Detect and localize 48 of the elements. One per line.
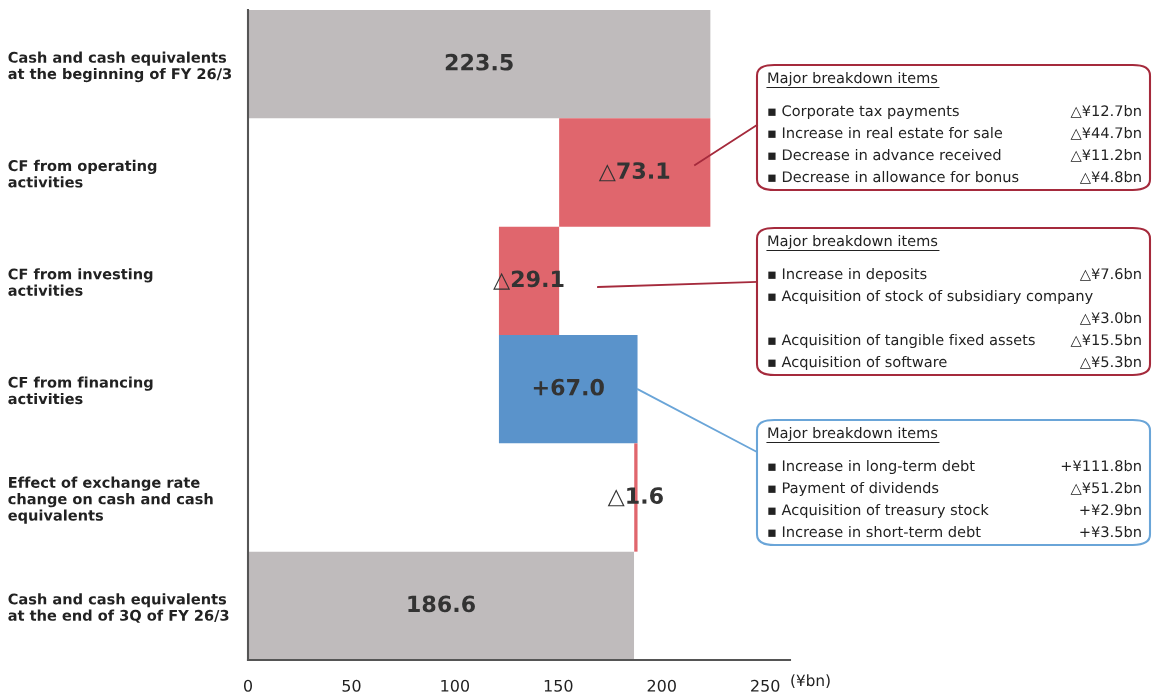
- annotation: ▪ Corporate tax payments: [768, 105, 959, 120]
- text: +¥3.5bn: [1080, 525, 1141, 538]
- annotation: ▪ Acquisition of stock of subsidiary company: [768, 289, 1093, 305]
- text: △¥12.7bn: [1070, 104, 1141, 118]
- x-tick-label: 100: [441, 679, 470, 692]
- x-tick-label: 50: [342, 679, 361, 692]
- text: △¥5.3bn: [1079, 355, 1141, 369]
- annotation: ▪ Acquisition of software: [768, 355, 947, 371]
- text: △¥4.8bn: [1079, 170, 1141, 184]
- data-label: +67.0: [533, 378, 604, 396]
- text: △¥51.2bn: [1070, 481, 1141, 495]
- bar: [498, 335, 638, 444]
- y-tick-label: CF from investing activities: [8, 268, 153, 296]
- data-label: 186.6: [408, 595, 475, 613]
- bar: [559, 118, 711, 227]
- text: △¥3.0bn: [1079, 311, 1141, 325]
- data-label: 223.5: [445, 53, 513, 71]
- annotation: ▪ Payment of dividends: [768, 481, 939, 497]
- bar: [248, 10, 711, 119]
- annotation: ▪ Increase in long-term debt: [768, 459, 975, 475]
- x-tick-label: 0: [243, 679, 253, 692]
- annotation: ▪ Acquisition of tangible fixed assets: [768, 333, 1035, 349]
- text: △¥7.6bn: [1079, 267, 1141, 281]
- x-tick-label: 250: [751, 679, 780, 692]
- text: △¥15.5bn: [1070, 333, 1141, 347]
- annotation: Major breakdown items: [768, 234, 938, 250]
- annotation: Major breakdown items: [768, 71, 938, 87]
- annotation: ▪ Increase in deposits: [768, 267, 927, 283]
- y-tick-label: Cash and cash equivalents at the end of 3Q of FY 26/3: [8, 593, 229, 623]
- annotation: ▪ Decrease in allowance for bonus: [768, 170, 1019, 183]
- y-tick-label: Effect of exchange rate change on cash and cash equivalents: [8, 476, 213, 524]
- x-tick-label: 150: [544, 679, 573, 692]
- text: △¥44.7bn: [1070, 126, 1141, 140]
- y-tick-label: CF from operating activities: [8, 159, 157, 188]
- annotation: ▪ Acquisition of treasury stock: [768, 503, 989, 519]
- text: +¥2.9bn: [1080, 503, 1141, 516]
- text: △¥11.2bn: [1070, 148, 1141, 162]
- y-tick-label: CF from financing activities: [8, 376, 153, 405]
- bar: [248, 551, 635, 660]
- x-axis-title: (¥bn): [791, 674, 830, 688]
- text: +¥111.8bn: [1061, 459, 1141, 472]
- y-tick-label: Cash and cash equivalents at the beginning of FY 26/3: [8, 51, 232, 83]
- annotation: ▪ Increase in real estate for sale: [768, 126, 1003, 139]
- annotation: Major breakdown items: [768, 426, 938, 442]
- annotation: ▪ Decrease in advance received: [768, 148, 1001, 161]
- x-tick-label: 200: [647, 679, 676, 692]
- annotation: ▪ Increase in short-term debt: [768, 525, 981, 538]
- data-label: △73.1: [598, 162, 670, 182]
